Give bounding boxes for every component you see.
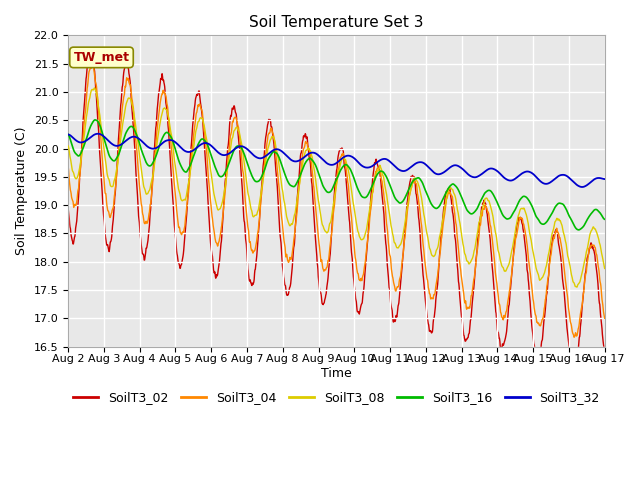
SoilT3_04 [184,194,191,200]
SoilT3_32 [94,131,102,137]
SoilT3_08 [490,221,498,227]
SoilT3_16 [490,193,498,199]
SoilT3_08 [244,190,252,195]
SoilT3_16 [244,162,252,168]
SoilT3_02 [420,279,428,285]
SoilT3_04 [244,224,252,230]
SoilT3_16 [171,144,179,150]
Line: SoilT3_08: SoilT3_08 [68,88,605,287]
SoilT3_02 [184,194,191,200]
SoilT3_02 [570,369,577,374]
SoilT3_32 [244,147,252,153]
SoilT3_04 [89,63,97,69]
SoilT3_08 [64,143,72,149]
SoilT3_32 [64,132,72,137]
SoilT3_32 [184,149,191,155]
SoilT3_16 [420,183,428,189]
SoilT3_04 [64,164,72,169]
SoilT3_08 [171,159,179,165]
SoilT3_08 [420,212,428,217]
SoilT3_02 [601,349,609,355]
SoilT3_02 [86,46,94,52]
Text: TW_met: TW_met [74,51,129,64]
Title: Soil Temperature Set 3: Soil Temperature Set 3 [249,15,424,30]
SoilT3_16 [601,216,609,222]
SoilT3_16 [575,227,582,233]
Line: SoilT3_16: SoilT3_16 [68,120,605,230]
SoilT3_02 [244,266,252,272]
SoilT3_32 [171,139,179,144]
SoilT3_32 [538,179,545,185]
SoilT3_32 [420,160,428,166]
SoilT3_16 [538,221,545,227]
SoilT3_02 [490,284,498,290]
SoilT3_04 [490,253,498,259]
SoilT3_04 [171,187,179,192]
Y-axis label: Soil Temperature (C): Soil Temperature (C) [15,127,28,255]
Legend: SoilT3_02, SoilT3_04, SoilT3_08, SoilT3_16, SoilT3_32: SoilT3_02, SoilT3_04, SoilT3_08, SoilT3_… [68,386,605,409]
SoilT3_02 [64,205,72,211]
SoilT3_32 [601,176,609,182]
SoilT3_08 [538,276,545,282]
SoilT3_08 [573,284,580,290]
SoilT3_16 [91,117,99,123]
SoilT3_04 [601,315,609,321]
X-axis label: Time: Time [321,367,352,380]
SoilT3_32 [579,184,586,190]
SoilT3_08 [91,85,99,91]
SoilT3_08 [184,184,191,190]
SoilT3_04 [570,335,578,340]
SoilT3_04 [538,320,545,326]
Line: SoilT3_32: SoilT3_32 [68,134,605,187]
SoilT3_04 [420,248,428,253]
SoilT3_08 [601,265,609,271]
SoilT3_16 [184,167,191,173]
SoilT3_32 [490,166,498,172]
SoilT3_02 [171,227,179,233]
Line: SoilT3_04: SoilT3_04 [68,66,605,337]
SoilT3_16 [64,132,72,137]
Line: SoilT3_02: SoilT3_02 [68,49,605,372]
SoilT3_02 [538,342,545,348]
